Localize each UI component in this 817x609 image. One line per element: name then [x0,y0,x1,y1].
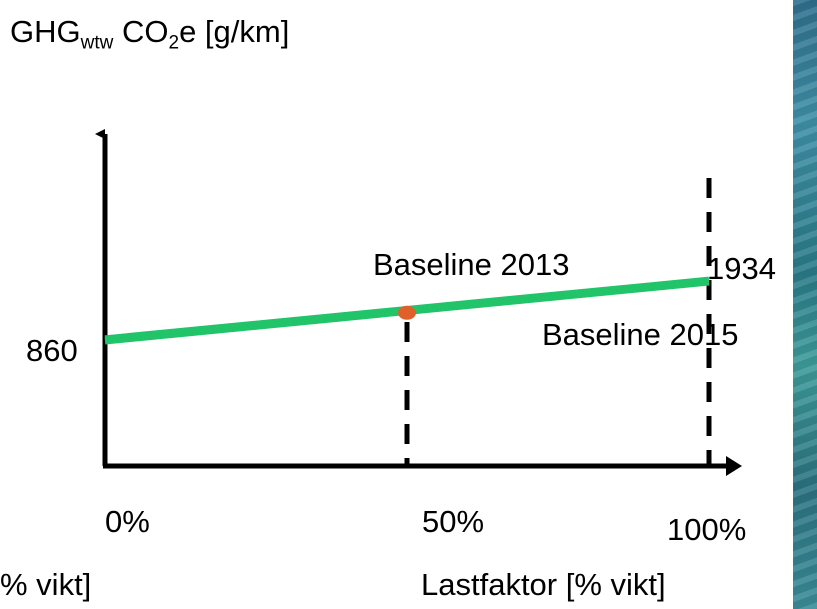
x-axis-label: Lastfaktor [% vikt] [421,567,666,602]
title-sub-wtw: wtw [80,32,114,54]
x-tick-50: 50% [422,504,484,539]
series-label-1: Baseline 2013 [373,247,570,282]
title-co: CO [113,14,169,49]
x-tick-0: 0% [105,504,150,539]
value-label-right: 1934 [707,251,776,286]
title-unit: e [g/km] [179,14,290,49]
x-axis-label-cropped: % vikt] [0,567,91,602]
x-tick-100: 100% [667,512,746,547]
title-sub-2: 2 [168,32,180,54]
background-image-strip [793,0,817,609]
value-label-left: 860 [26,333,78,368]
title-ghg: GHG [10,14,81,49]
series-label-2: Baseline 2015 [542,317,739,352]
chart-title: GHGwtw CO2e [g/km] [10,14,290,53]
x-axis-arrowhead [726,456,742,476]
marker-point [398,305,416,320]
